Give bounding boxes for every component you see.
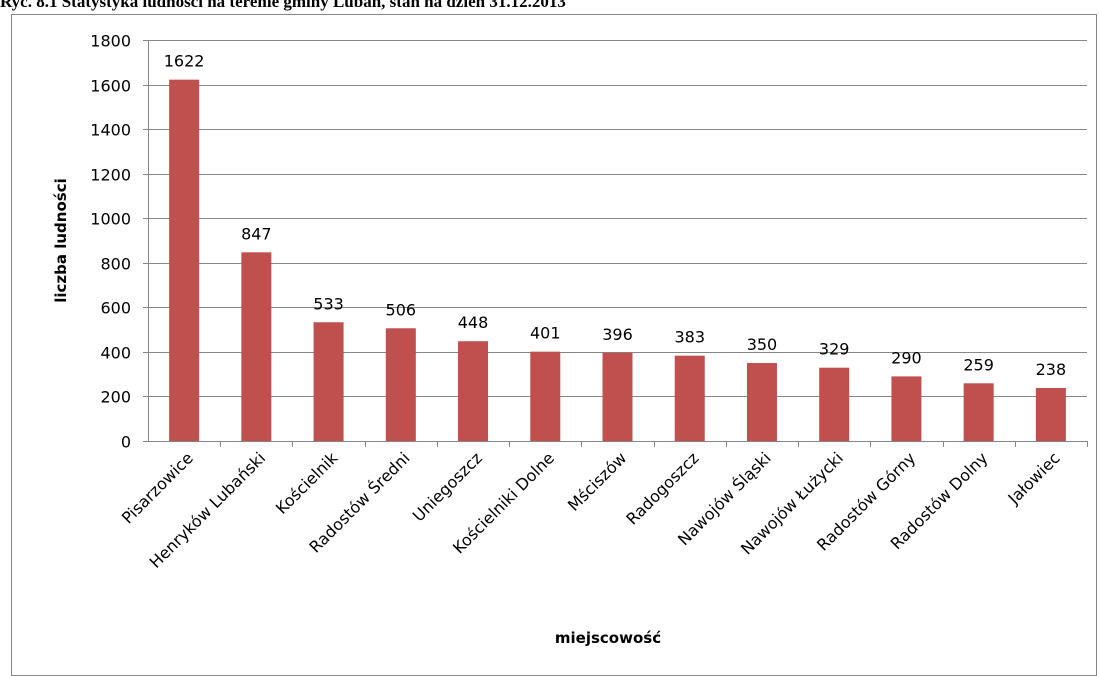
y-tick-labels: 0 200 400 600 800 1000 1200 1400 1600 1800 bbox=[90, 32, 131, 452]
y-tick-label: 400 bbox=[100, 344, 131, 363]
data-label: 1622 bbox=[164, 52, 205, 71]
data-label: 383 bbox=[674, 328, 705, 347]
bar bbox=[169, 79, 200, 441]
data-label: 259 bbox=[963, 355, 994, 374]
x-tick-label: Uniegoszcz bbox=[409, 448, 486, 525]
y-tick-label: 0 bbox=[121, 433, 131, 452]
data-label: 847 bbox=[241, 224, 272, 243]
x-tick-label: Mściszów bbox=[564, 448, 630, 514]
x-tick-label: Kościelnik bbox=[272, 448, 342, 518]
data-label: 238 bbox=[1036, 360, 1067, 379]
data-label: 329 bbox=[819, 340, 850, 359]
x-tick-label: Jałowiec bbox=[1004, 448, 1064, 508]
bar bbox=[963, 383, 994, 441]
bar bbox=[819, 367, 850, 441]
bar bbox=[458, 341, 489, 441]
y-tick-label: 200 bbox=[100, 388, 131, 407]
y-tick-label: 1000 bbox=[90, 210, 131, 229]
data-label: 533 bbox=[313, 294, 344, 313]
y-tick-label: 1600 bbox=[90, 77, 131, 96]
x-tick-label: Pisarzowice bbox=[118, 448, 197, 527]
bar bbox=[891, 376, 922, 441]
bar bbox=[674, 355, 705, 441]
bar bbox=[530, 351, 561, 441]
data-label: 350 bbox=[747, 335, 778, 354]
y-tick-label: 1800 bbox=[90, 32, 131, 51]
y-tick-label: 1400 bbox=[90, 121, 131, 140]
bar bbox=[1035, 387, 1066, 441]
bars bbox=[169, 79, 1066, 441]
data-label: 396 bbox=[602, 325, 633, 344]
y-tick-label: 800 bbox=[100, 255, 131, 274]
data-label: 401 bbox=[530, 324, 561, 343]
bar bbox=[602, 352, 633, 441]
data-labels: 1622 847 533 506 448 401 396 383 350 329 290 259 238 bbox=[164, 52, 1066, 379]
bar bbox=[313, 322, 344, 441]
data-label: 290 bbox=[891, 348, 922, 367]
y-tick-label: 600 bbox=[100, 299, 131, 318]
data-label: 448 bbox=[458, 313, 489, 332]
axes bbox=[143, 40, 1088, 447]
bar bbox=[241, 252, 272, 441]
y-axis-title: liczba ludności bbox=[52, 178, 70, 303]
y-tick-label: 1200 bbox=[90, 166, 131, 185]
bar bbox=[746, 363, 777, 441]
x-axis-title: miejscowość bbox=[555, 629, 661, 647]
data-label: 506 bbox=[386, 300, 417, 319]
bar bbox=[385, 328, 416, 441]
figure-caption: Ryc. 8.1 Statystyka ludności na terenie … bbox=[0, 0, 566, 11]
x-tick-label: Radogoszcz bbox=[622, 448, 702, 528]
